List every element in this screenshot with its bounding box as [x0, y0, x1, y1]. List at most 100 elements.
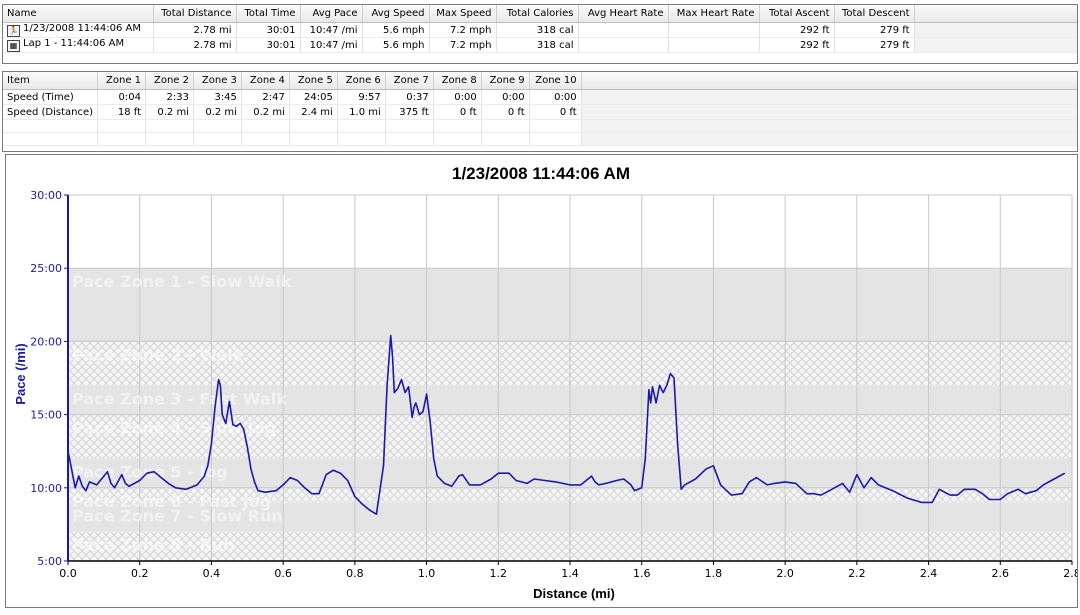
pace-chart[interactable]: Pace Zone 1 - Slow Walk Pace Zone 2 - Wal…	[6, 155, 1077, 607]
x-tick-label: 1.0	[418, 567, 436, 580]
table-cell: Speed (Time)	[3, 89, 99, 105]
x-tick-label: 2.2	[848, 567, 866, 580]
table-row[interactable]: ▦ Lap 1 - 11:44:06 AM 2.78 mi 30:01 10:47…	[3, 37, 1077, 53]
column-header-max-speed[interactable]: Max Speed	[429, 5, 497, 23]
x-tick-label: 2.8	[1063, 567, 1077, 580]
x-tick-label: 0.6	[274, 567, 292, 580]
filler-cell	[581, 89, 1077, 105]
column-header-zone-7[interactable]: Zone 7	[385, 72, 434, 90]
y-tick-label: 5:00	[37, 555, 62, 568]
x-tick-label: 1.8	[705, 567, 723, 580]
table-cell: 2:47	[241, 89, 290, 105]
y-tick-label: 30:00	[30, 189, 62, 202]
y-tick-label: 10:00	[30, 482, 62, 495]
table-cell: 9:57	[337, 89, 386, 105]
column-header-zone-3[interactable]: Zone 3	[193, 72, 242, 90]
pace-zone-label: Pace Zone 6 - Fast Jog	[72, 492, 271, 511]
table-cell: 30:01	[236, 22, 301, 38]
column-header-zone-1[interactable]: Zone 1	[97, 72, 147, 90]
table-cell: 0:04	[97, 89, 147, 105]
zones-table: Item Zone 1 Zone 2 Zone 3 Zone 4 Zone 5 …	[2, 71, 1078, 152]
chart-title: 1/23/2008 11:44:06 AM	[452, 164, 630, 183]
x-tick-label: 0.4	[203, 567, 221, 580]
table-cell	[668, 37, 760, 53]
table-cell: 0 ft	[481, 104, 530, 120]
table-cell: 279 ft	[834, 37, 915, 53]
table-cell: 10:47 /mi	[300, 22, 363, 38]
column-header-total-ascent[interactable]: Total Ascent	[759, 5, 835, 23]
column-header-total-descent[interactable]: Total Descent	[834, 5, 915, 23]
y-tick-label: 25:00	[30, 262, 62, 275]
runner-icon: 🏃	[7, 25, 20, 37]
filler-cell	[914, 37, 1077, 53]
y-axis-label: Pace (/mi)	[13, 343, 28, 404]
table-cell: 10:47 /mi	[300, 37, 363, 53]
x-axis-label: Distance (mi)	[533, 586, 615, 601]
x-tick-label: 1.4	[561, 567, 579, 580]
x-tick-label: 0.0	[59, 567, 77, 580]
table-cell: 318 cal	[496, 22, 579, 38]
table-cell: 0 ft	[433, 104, 482, 120]
column-header-zone-6[interactable]: Zone 6	[337, 72, 386, 90]
column-header-zone-4[interactable]: Zone 4	[241, 72, 290, 90]
table-cell: 0.2 mi	[145, 104, 194, 120]
x-tick-label: 0.8	[346, 567, 364, 580]
column-header-name[interactable]: Name	[3, 5, 154, 23]
x-tick-label: 2.6	[992, 567, 1010, 580]
table-cell: 0.2 mi	[241, 104, 290, 120]
x-tick-label: 0.2	[131, 567, 149, 580]
column-header-total-distance[interactable]: Total Distance	[153, 5, 237, 23]
pace-chart-panel[interactable]: Pace Zone 1 - Slow Walk Pace Zone 2 - Wal…	[5, 154, 1078, 608]
column-header-zone-9[interactable]: Zone 9	[481, 72, 530, 90]
y-tick-label: 15:00	[30, 409, 62, 422]
x-tick-label: 2.0	[776, 567, 794, 580]
column-header-zone-8[interactable]: Zone 8	[433, 72, 482, 90]
name-cell: 🏃 1/23/2008 11:44:06 AM	[3, 22, 154, 38]
table-cell: 292 ft	[759, 22, 835, 38]
table-cell: 5.6 mph	[362, 37, 430, 53]
table-cell: Speed (Distance)	[3, 104, 99, 120]
table-cell: 2.78 mi	[153, 37, 237, 53]
x-tick-label: 1.6	[633, 567, 651, 580]
column-header-zone-5[interactable]: Zone 5	[289, 72, 338, 90]
table-cell: 292 ft	[759, 37, 835, 53]
column-header-total-calories[interactable]: Total Calories	[496, 5, 579, 23]
column-header-item[interactable]: Item	[3, 72, 99, 90]
table-cell: 0:00	[529, 89, 582, 105]
column-header-zone-10[interactable]: Zone 10	[529, 72, 582, 90]
table-cell: 5.6 mph	[362, 22, 430, 38]
empty-cell	[3, 119, 99, 133]
empty-cell	[3, 132, 99, 146]
pace-zone-label: Pace Zone 3 - Fast Walk	[72, 389, 287, 408]
table-cell: 3:45	[193, 89, 242, 105]
table-cell: 318 cal	[496, 37, 579, 53]
table-cell: 2.78 mi	[153, 22, 237, 38]
pace-series-line	[67, 334, 1066, 516]
pace-zone-label: Pace Zone 2 - Walk	[72, 345, 244, 364]
pace-zone-label: Pace Zone 7 - Slow Run	[72, 506, 283, 525]
table-cell: 2:33	[145, 89, 194, 105]
column-header-avg-heart-rate[interactable]: Avg Heart Rate	[578, 5, 669, 23]
table-cell: 0:00	[433, 89, 482, 105]
column-header-filler	[581, 72, 1077, 90]
table-cell: 0:00	[481, 89, 530, 105]
table-cell: 7.2 mph	[429, 22, 497, 38]
table-cell: 18 ft	[97, 104, 147, 120]
filler-cell	[914, 22, 1077, 38]
column-header-avg-pace[interactable]: Avg Pace	[300, 5, 363, 23]
column-header-avg-speed[interactable]: Avg Speed	[362, 5, 430, 23]
table-row[interactable]: Speed (Distance) 18 ft 0.2 mi 0.2 mi 0.2…	[3, 104, 1077, 120]
table-cell: 0.2 mi	[193, 104, 242, 120]
y-tick-label: 20:00	[30, 335, 62, 348]
table-row[interactable]: Speed (Time) 0:04 2:33 3:45 2:47 24:05 9…	[3, 89, 1077, 105]
pace-zone-label: Pace Zone 8 - Run	[72, 536, 234, 555]
column-header-total-time[interactable]: Total Time	[236, 5, 301, 23]
table-row[interactable]: 🏃 1/23/2008 11:44:06 AM 2.78 mi 30:01 10:…	[3, 22, 1077, 38]
filler-cell	[581, 104, 1077, 120]
column-header-zone-2[interactable]: Zone 2	[145, 72, 194, 90]
column-header-max-heart-rate[interactable]: Max Heart Rate	[668, 5, 760, 23]
x-tick-label: 2.4	[920, 567, 938, 580]
table-cell: 1.0 mi	[337, 104, 386, 120]
table-cell: 24:05	[289, 89, 338, 105]
table-cell: 7.2 mph	[429, 37, 497, 53]
